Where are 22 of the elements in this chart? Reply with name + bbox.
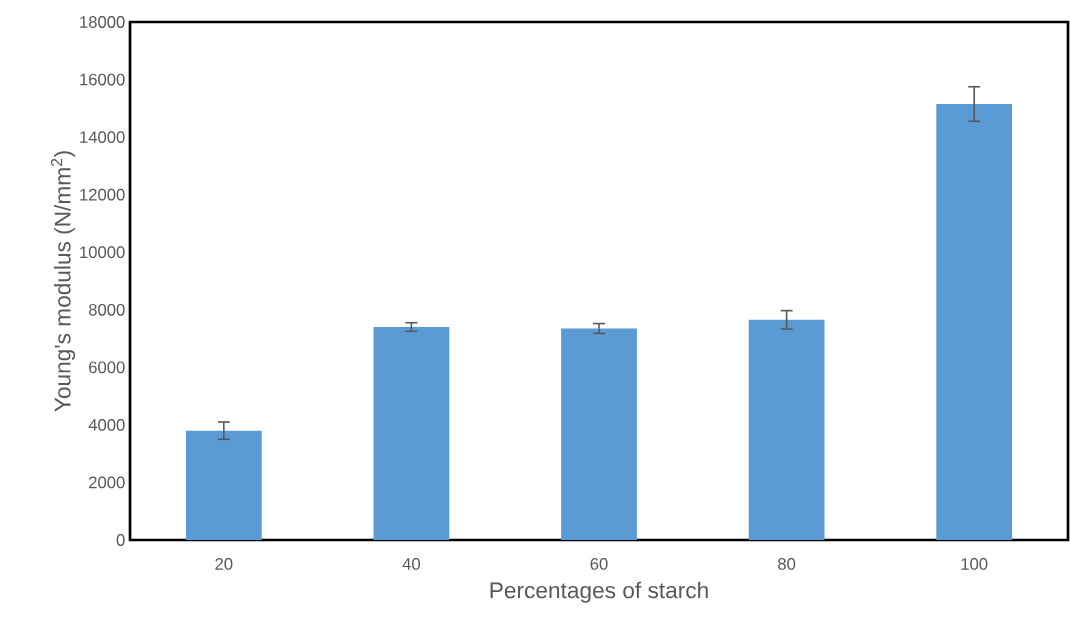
x-tick-label: 40 [402, 558, 421, 570]
x-tick-label: 80 [778, 558, 796, 570]
bar [373, 327, 450, 540]
y-tick-label: 4000 [88, 418, 125, 431]
x-tick-label: 60 [590, 558, 608, 570]
y-tick-label: 18000 [80, 16, 125, 28]
y-tick-label: 8000 [88, 303, 125, 316]
y-tick-label: 2000 [89, 476, 125, 489]
y-tick-label: 16000 [80, 73, 125, 86]
x-tick-label: 100 [961, 558, 988, 570]
y-axis-title: Young's modulus (N/mm$^{2}$) [50, 151, 76, 412]
bar [748, 319, 825, 540]
y-tick-label: 0 [116, 534, 125, 546]
bar [185, 430, 262, 540]
x-axis-title: Percentages of starch [490, 581, 708, 603]
bar [936, 104, 1013, 540]
y-tick-label: 6000 [89, 361, 125, 374]
y-tick-label: 14000 [80, 131, 125, 144]
y-tick-label: 10000 [80, 246, 125, 259]
y-tick-label: 12000 [80, 188, 125, 201]
x-tick-label: 20 [215, 558, 233, 570]
bar [561, 328, 637, 540]
